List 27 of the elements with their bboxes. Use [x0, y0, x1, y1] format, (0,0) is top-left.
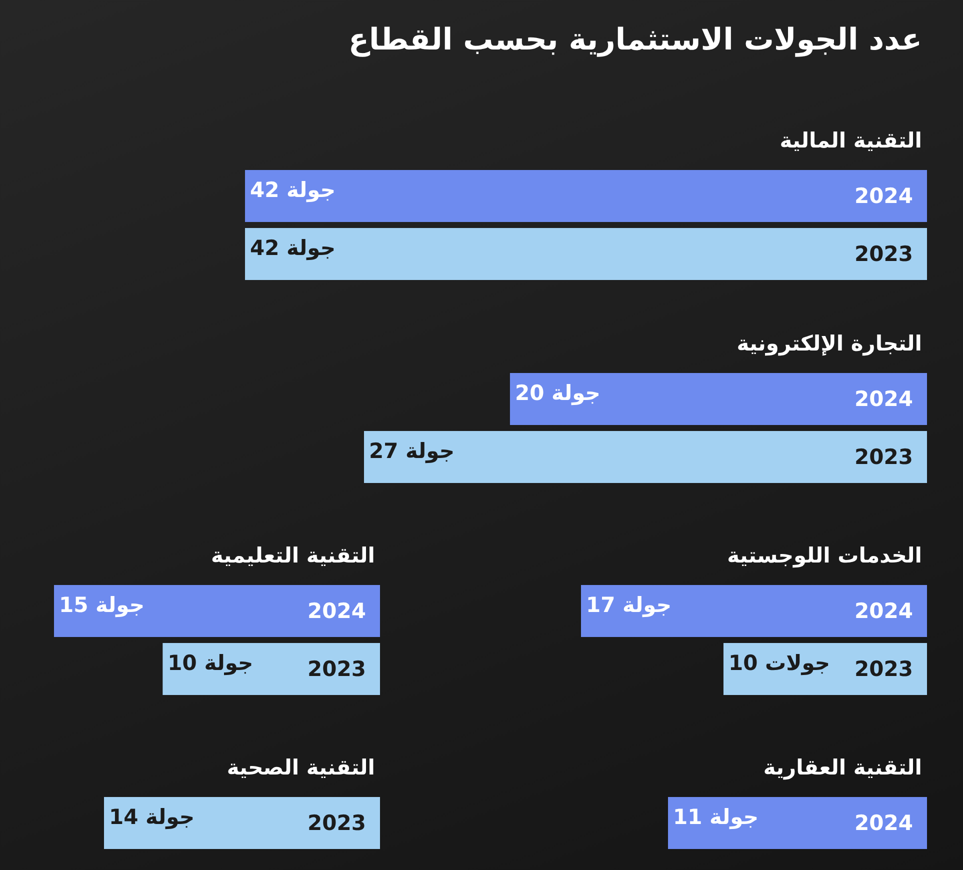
y-tick-label: 2023 — [308, 657, 366, 681]
y-tick-label: 2024 — [854, 811, 913, 835]
y-tick-label: 2023 — [854, 657, 913, 681]
chart-title: التقنية الصحية — [226, 756, 376, 780]
data-label: 42 جولة — [250, 236, 336, 261]
data-label: 27 جولة — [369, 439, 454, 464]
chart-title: التقنية التعليمية — [211, 544, 376, 568]
data-label: 11 جولة — [673, 805, 758, 830]
data-label: 10 جولة — [168, 651, 254, 676]
data-label: 10 جولات — [728, 651, 830, 676]
chart-title: التجارة الإلكترونية — [736, 332, 922, 356]
y-tick-label: 2023 — [854, 445, 913, 469]
data-label: 42 جولة — [250, 178, 336, 203]
y-tick-label: 2024 — [854, 387, 913, 411]
data-label: 14 جولة — [109, 805, 194, 830]
y-tick-label: 2023 — [854, 242, 913, 266]
y-tick-label: 2024 — [308, 599, 366, 623]
data-label: 20 جولة — [514, 381, 600, 406]
text: عدد الجولات الاستثمارية بحسب القطاع — [348, 22, 922, 58]
chart-title: التقنية المالية — [780, 128, 922, 152]
chart-title: الخدمات اللوجستية — [727, 544, 922, 568]
data-label: 15 جولة — [59, 593, 144, 618]
data-label: 17 جولة — [586, 593, 672, 618]
y-tick-label: 2023 — [308, 811, 366, 835]
y-tick-label: 2024 — [854, 184, 913, 208]
y-tick-label: 2024 — [854, 599, 913, 623]
chart-title: التقنية العقارية — [763, 756, 922, 780]
